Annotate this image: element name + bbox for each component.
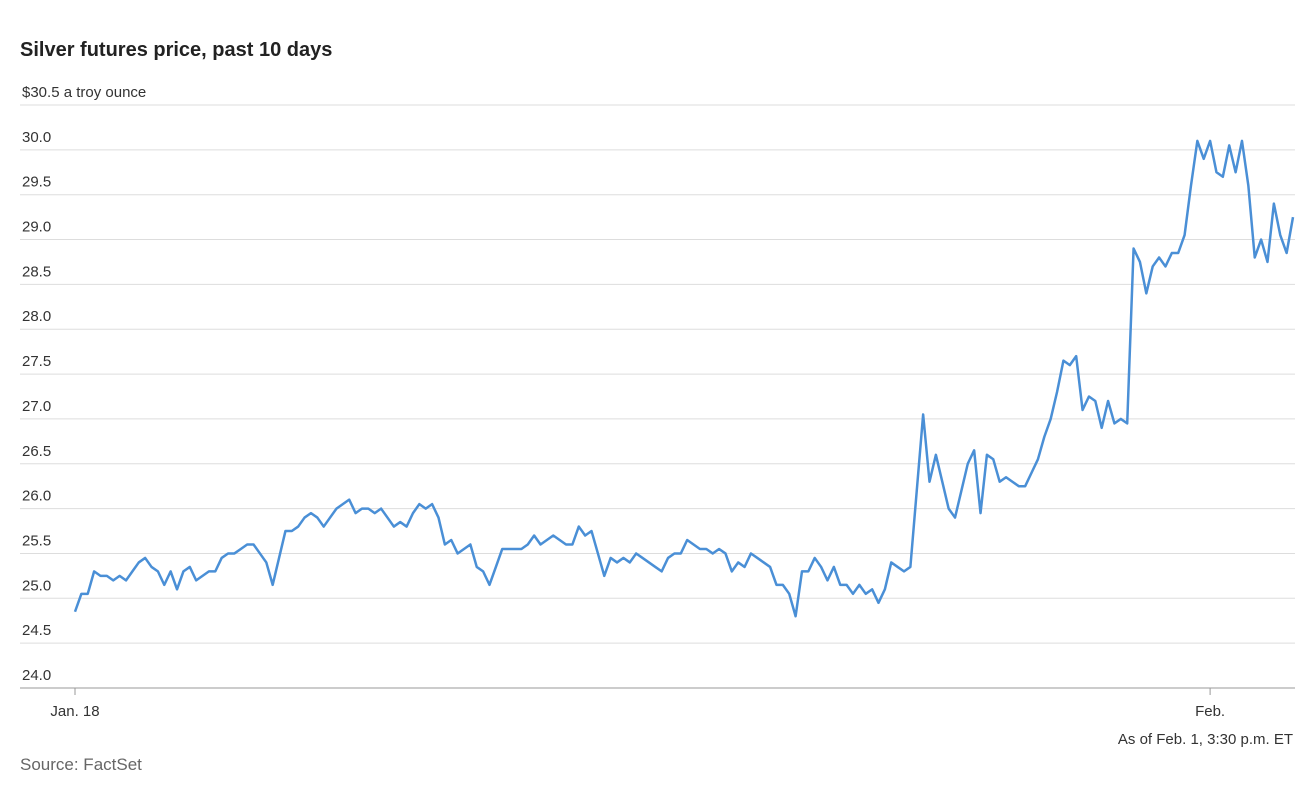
y-tick-label: 30.0 [22,129,51,146]
y-tick-label: 29.0 [22,219,51,236]
y-tick-label: 27.0 [22,398,51,415]
price-line [73,139,1295,618]
y-tick-label: 25.5 [22,532,51,549]
y-tick-label: 26.5 [22,443,51,460]
y-tick-label: 29.5 [22,174,51,191]
y-tick-label: $30.5 a troy ounce [22,84,146,101]
x-tick-label: Feb. [1195,703,1225,720]
y-tick-label: 26.0 [22,488,51,505]
y-tick-label: 24.5 [22,622,51,639]
note: As of Feb. 1, 3:30 p.m. ET [1118,731,1293,748]
y-tick-label: 27.5 [22,353,51,370]
y-tick-label: 25.0 [22,577,51,594]
source: Source: FactSet [20,755,142,774]
y-tick-label: 28.5 [22,263,51,280]
y-tick-label: 24.0 [22,667,51,684]
y-tick-label: 28.0 [22,308,51,325]
chart-title: Silver futures price, past 10 days [20,39,332,61]
x-tick-label: Jan. 18 [50,703,99,720]
